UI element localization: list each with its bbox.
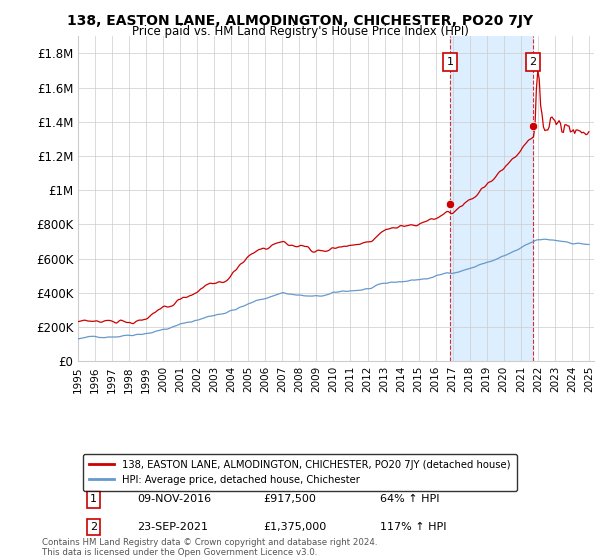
Text: 1: 1 — [446, 57, 454, 67]
Text: £1,375,000: £1,375,000 — [264, 522, 327, 532]
Text: 1: 1 — [90, 494, 97, 504]
Text: 2: 2 — [529, 57, 536, 67]
Text: Contains HM Land Registry data © Crown copyright and database right 2024.
This d: Contains HM Land Registry data © Crown c… — [42, 538, 377, 557]
Text: 138, EASTON LANE, ALMODINGTON, CHICHESTER, PO20 7JY: 138, EASTON LANE, ALMODINGTON, CHICHESTE… — [67, 14, 533, 28]
Text: 23-SEP-2021: 23-SEP-2021 — [137, 522, 208, 532]
Text: 117% ↑ HPI: 117% ↑ HPI — [380, 522, 446, 532]
Bar — [450, 36, 533, 361]
Text: 09-NOV-2016: 09-NOV-2016 — [137, 494, 211, 504]
Text: 2: 2 — [90, 522, 97, 532]
Text: £917,500: £917,500 — [264, 494, 317, 504]
Text: Price paid vs. HM Land Registry's House Price Index (HPI): Price paid vs. HM Land Registry's House … — [131, 25, 469, 38]
Legend: 138, EASTON LANE, ALMODINGTON, CHICHESTER, PO20 7JY (detached house), HPI: Avera: 138, EASTON LANE, ALMODINGTON, CHICHESTE… — [83, 454, 517, 491]
Text: 64% ↑ HPI: 64% ↑ HPI — [380, 494, 439, 504]
